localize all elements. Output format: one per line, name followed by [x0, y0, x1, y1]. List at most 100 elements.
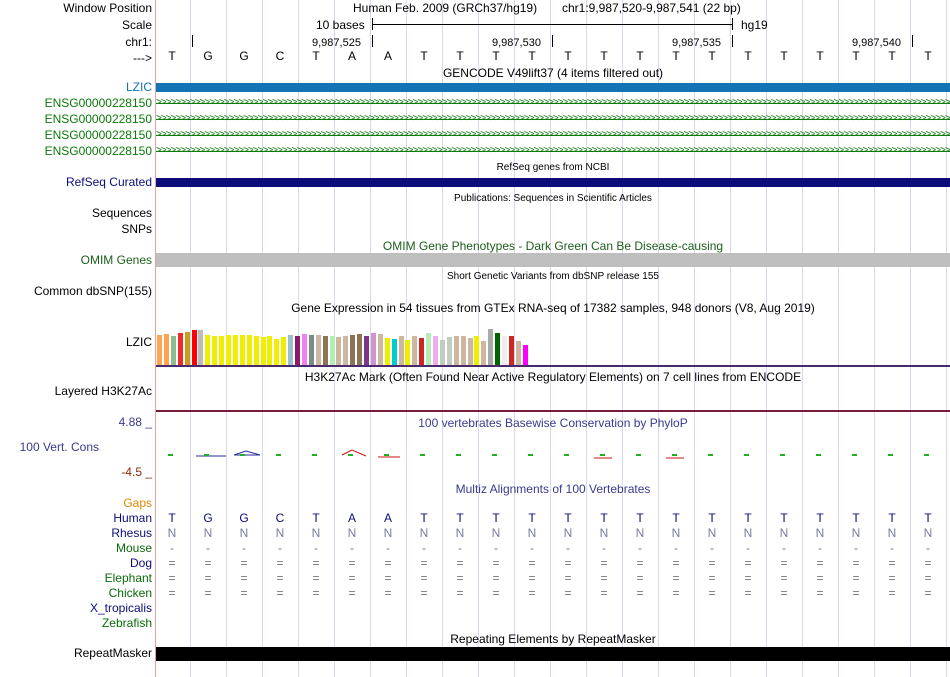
gtex-tissue-bar[interactable]	[308, 335, 314, 365]
gtex-tissue-bar[interactable]	[184, 332, 190, 365]
browser-image-panel[interactable]: Human Feb. 2009 (GRCh37/hg19) chr1:9,987…	[156, 0, 950, 677]
gtex-tissue-bar[interactable]	[336, 337, 342, 365]
gtex-tissue-bar[interactable]	[502, 336, 507, 365]
sequences-label[interactable]: Sequences	[91, 206, 152, 220]
gtex-tissue-bar[interactable]	[274, 339, 280, 365]
gencode-lzic-exon[interactable]	[156, 83, 950, 92]
species-elephant-label[interactable]: Elephant	[104, 571, 152, 585]
repeatmasker-element-bar[interactable]	[156, 647, 950, 661]
gtex-tissue-bar[interactable]	[191, 330, 197, 365]
ensg-transcript-intron[interactable]: >>>>>>>>>>>>>>>>>>>>>>>>>>>>>>>>>>>>>>>>…	[156, 144, 950, 158]
gtex-tissue-bar[interactable]	[170, 336, 176, 365]
h3k27ac-signal-line[interactable]	[156, 410, 950, 412]
gtex-tissue-bar[interactable]	[508, 336, 514, 365]
vert-cons-label[interactable]: 100 Vert. Cons	[19, 440, 99, 454]
species-zebrafish-label[interactable]: Zebrafish	[101, 616, 152, 630]
gtex-tissue-bar[interactable]	[226, 335, 231, 365]
gtex-tissue-bar[interactable]	[288, 335, 294, 365]
gtex-tissue-bar[interactable]	[329, 336, 335, 365]
reference-base: T	[492, 49, 500, 63]
gtex-tissue-bar[interactable]	[419, 338, 425, 365]
gtex-tissue-bar[interactable]	[433, 336, 438, 365]
gtex-tissue-bar[interactable]	[522, 345, 528, 365]
snps-label[interactable]: SNPs	[121, 222, 152, 236]
gtex-tissue-bar[interactable]	[253, 336, 259, 365]
phylop-conservation-plot[interactable]	[156, 440, 950, 470]
gtex-tissue-bar[interactable]	[460, 336, 466, 365]
gtex-tissue-bar[interactable]	[467, 338, 473, 365]
gtex-tissue-bar[interactable]	[412, 336, 418, 365]
species-dog-label[interactable]: Dog	[129, 556, 152, 570]
refseq-curated-exon[interactable]	[156, 178, 950, 187]
layered-h3k27ac-label[interactable]: Layered H3K27Ac	[54, 384, 152, 398]
assembly-title: Human Feb. 2009 (GRCh37/hg19)	[353, 1, 538, 15]
species-rhesus-label[interactable]: Rhesus	[111, 526, 152, 540]
gtex-tissue-bar[interactable]	[295, 336, 300, 365]
gencode-gene-lzic-label[interactable]: LZIC	[125, 80, 152, 94]
gtex-tissue-bar[interactable]	[391, 339, 397, 365]
gtex-tissue-bar[interactable]	[377, 334, 383, 365]
gtex-tissue-bar[interactable]	[177, 333, 183, 365]
gtex-tissue-bar[interactable]	[364, 336, 369, 365]
gtex-tissue-bar[interactable]	[446, 337, 452, 365]
gtex-tissue-bar[interactable]	[405, 340, 411, 365]
mouse-base: -	[926, 541, 930, 555]
gtex-gene-lzic-label[interactable]: LZIC	[125, 335, 152, 349]
gtex-tissue-bar[interactable]	[301, 334, 307, 365]
species-mouse-label[interactable]: Mouse	[115, 541, 152, 555]
omim-genes-label[interactable]: OMIM Genes	[80, 253, 152, 267]
gtex-tissue-bar[interactable]	[315, 335, 321, 365]
omim-gene-bar[interactable]	[156, 253, 950, 267]
species-chicken-label[interactable]: Chicken	[108, 586, 152, 600]
reference-base: T	[672, 49, 680, 63]
gtex-tissue-bar[interactable]	[474, 336, 480, 365]
gaps-label[interactable]: Gaps	[123, 496, 152, 510]
refseq-curated-label[interactable]: RefSeq Curated	[65, 175, 152, 189]
gtex-tissue-bar[interactable]	[495, 333, 501, 365]
ensg-transcript-intron[interactable]: >>>>>>>>>>>>>>>>>>>>>>>>>>>>>>>>>>>>>>>>…	[156, 96, 950, 110]
gtex-tissue-bar[interactable]	[322, 336, 328, 365]
gtex-tissue-bar[interactable]	[198, 330, 204, 365]
gtex-tissue-bar[interactable]	[481, 341, 487, 365]
gtex-tissue-bar[interactable]	[370, 333, 376, 365]
gtex-tissue-bar[interactable]	[281, 337, 287, 365]
gtex-tissue-bar[interactable]	[219, 336, 225, 365]
phylop-score-mark	[924, 454, 929, 456]
gtex-tissue-bar[interactable]	[350, 335, 356, 365]
gtex-tissue-bar[interactable]	[260, 337, 266, 365]
gtex-tissue-bar[interactable]	[398, 336, 404, 365]
gtex-tissue-bar[interactable]	[515, 341, 521, 365]
phylop-score-mark	[312, 454, 317, 456]
phylop-score-mark	[636, 454, 641, 456]
dog-base: =	[420, 556, 428, 570]
gtex-tissue-bar[interactable]	[488, 329, 494, 365]
species-xtropicalis-label[interactable]: X_tropicalis	[89, 601, 152, 615]
ensg-transcript-label[interactable]: ENSG00000228150	[44, 112, 152, 126]
gtex-tissue-bar[interactable]	[157, 335, 162, 365]
gtex-tissue-bar[interactable]	[205, 335, 211, 365]
gtex-tissue-bar[interactable]	[384, 338, 390, 365]
gtex-baseline	[156, 365, 950, 367]
gtex-tissue-bar[interactable]	[267, 336, 273, 365]
gtex-tissue-bar[interactable]	[246, 335, 252, 365]
gtex-tissue-bar[interactable]	[426, 333, 432, 365]
ensg-transcript-label[interactable]: ENSG00000228150	[44, 128, 152, 142]
gtex-tissue-bar[interactable]	[232, 335, 238, 365]
gtex-tissue-bar[interactable]	[439, 340, 445, 365]
gtex-tissue-bar[interactable]	[453, 336, 459, 365]
species-human-label[interactable]: Human	[113, 511, 152, 525]
reference-base: T	[888, 49, 896, 63]
gtex-tissue-bar[interactable]	[343, 336, 349, 365]
gtex-tissue-bar[interactable]	[239, 335, 245, 365]
ruler-tick	[552, 35, 553, 47]
gtex-expression-chart[interactable]	[156, 315, 536, 365]
ensg-transcript-intron[interactable]: >>>>>>>>>>>>>>>>>>>>>>>>>>>>>>>>>>>>>>>>…	[156, 128, 950, 142]
ensg-transcript-label[interactable]: ENSG00000228150	[44, 96, 152, 110]
gtex-tissue-bar[interactable]	[212, 336, 218, 365]
common-dbsnp-label[interactable]: Common dbSNP(155)	[33, 284, 152, 298]
ensg-transcript-intron[interactable]: >>>>>>>>>>>>>>>>>>>>>>>>>>>>>>>>>>>>>>>>…	[156, 112, 950, 126]
ensg-transcript-label[interactable]: ENSG00000228150	[44, 144, 152, 158]
repeatmasker-label[interactable]: RepeatMasker	[73, 646, 152, 660]
gtex-tissue-bar[interactable]	[163, 334, 169, 365]
gtex-tissue-bar[interactable]	[357, 334, 363, 365]
